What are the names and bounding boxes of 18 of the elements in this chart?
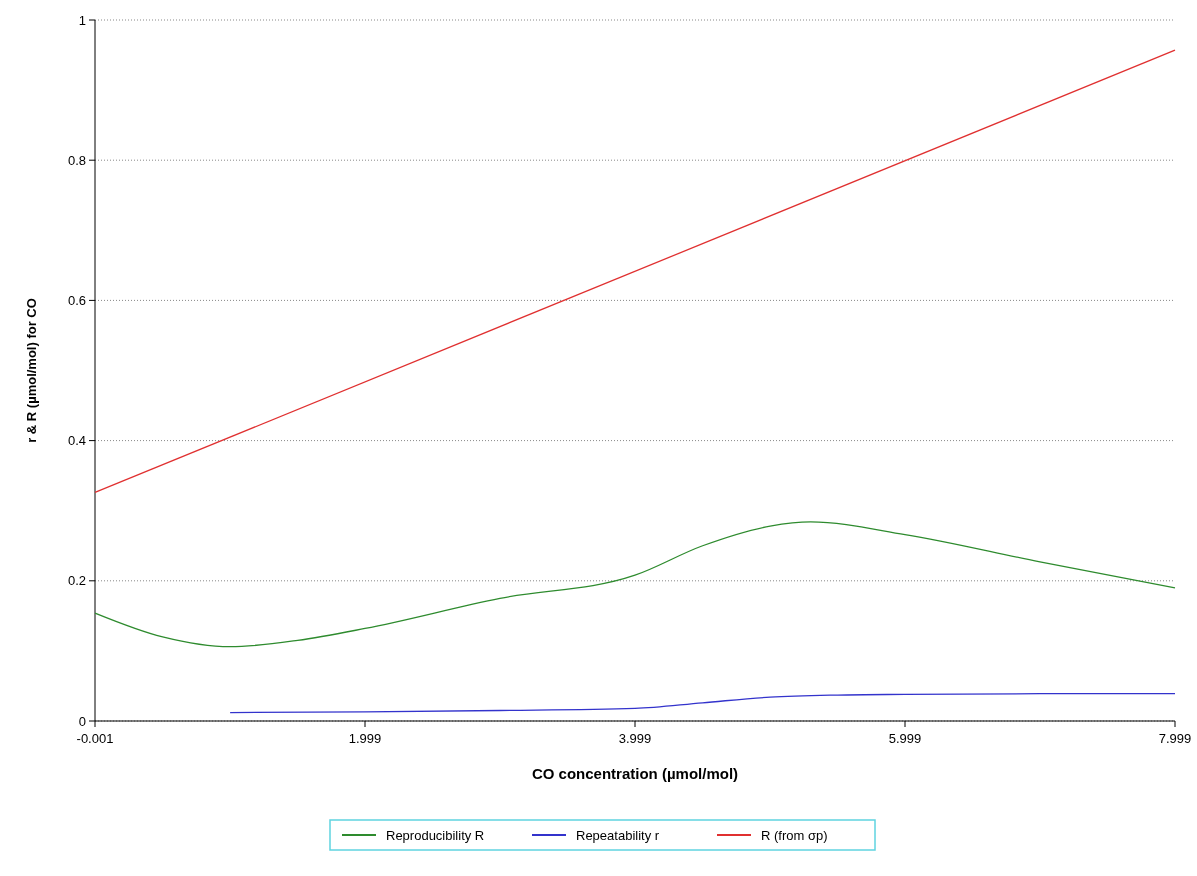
y-tick-label: 0	[78, 713, 86, 729]
x-tick-label: 1.999	[348, 731, 382, 746]
y-tick-label: 1	[78, 12, 86, 28]
x-tick-label: -0.001	[76, 731, 114, 746]
legend-label: Repeatability r	[576, 827, 660, 843]
line-series	[229, 693, 1176, 714]
y-tick-label: 0.6	[67, 292, 86, 308]
x-tick-label: 5.999	[888, 731, 922, 746]
y-tick-label: 0.2	[67, 573, 86, 589]
y-tick-label: 0.8	[67, 152, 86, 168]
legend-label: R (from σp)	[761, 827, 828, 843]
y-axis-title: r & R (µmol/mol) for CO	[24, 298, 39, 443]
line-series	[94, 521, 1176, 648]
x-axis-title: CO concentration (µmol/mol)	[531, 765, 739, 782]
y-tick-label: 0.4	[67, 433, 86, 449]
legend-label: Reproducibility R	[386, 827, 485, 843]
x-tick-label: 3.999	[618, 731, 652, 746]
x-tick-label: 7.999	[1158, 731, 1192, 746]
